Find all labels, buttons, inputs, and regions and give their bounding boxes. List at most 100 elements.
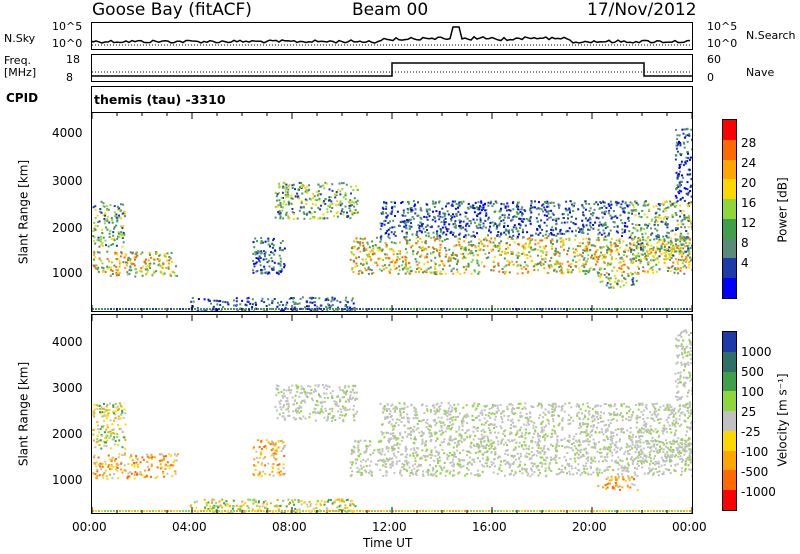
echo-cell [252,252,255,255]
echo-cell [562,213,565,216]
echo-cell [677,267,680,270]
echo-cell [508,243,511,246]
echo-cell [646,204,649,207]
echo-cell [283,263,286,265]
echo-cell [365,248,368,251]
echo-cell [483,265,486,268]
echo-cell [351,502,354,505]
echo-cell [654,220,657,223]
echo-cell [671,214,674,217]
echo-cell [301,296,304,299]
ground-strip-cell [170,308,172,310]
echo-cell [508,232,511,235]
echo-cell [98,444,101,446]
echo-cell [256,252,259,255]
echo-cell [383,223,386,226]
echo-cell [660,447,663,450]
echo-cell [447,443,449,446]
echo-cell [542,263,545,266]
echo-cell [545,230,548,233]
echo-cell [551,238,554,241]
echo-cell [497,246,500,249]
echo-cell [97,404,100,407]
echo-cell [684,447,687,450]
echo-cell [672,261,675,264]
echo-cell [579,473,582,476]
echo-cell [380,269,383,272]
echo-cell [653,256,655,259]
echo-cell [268,473,271,476]
echo-cell [427,235,430,238]
ground-strip-cell [563,308,565,310]
echo-cell [565,209,568,212]
echo-cell [279,242,282,244]
echo-cell [117,464,120,466]
echo-cell [314,419,317,422]
echo-cell [628,211,631,214]
echo-cell [115,406,118,409]
echo-cell [538,225,540,227]
echo-cell [534,243,537,246]
echo-cell [639,243,642,246]
echo-cell [314,203,317,206]
echo-cell [633,237,636,240]
echo-cell [331,390,334,393]
echo-cell [381,265,384,268]
echo-cell [506,449,509,451]
echo-cell [399,469,402,472]
echo-cell [271,302,274,305]
echo-cell [539,250,542,253]
echo-cell [516,204,519,207]
echo-cell [112,465,115,468]
echo-cell [574,234,577,237]
echo-cell [584,217,587,220]
echo-cell [280,450,283,452]
echo-cell [338,386,341,389]
echo-cell [252,259,255,262]
echo-cell [311,301,314,304]
echo-cell [686,188,689,191]
echo-cell [599,280,602,283]
echo-cell [255,307,258,310]
echo-cell [92,439,95,442]
echo-cell [251,298,254,301]
echo-cell [629,258,632,261]
echo-cell [330,499,332,502]
echo-cell [280,504,283,507]
echo-cell [677,186,680,188]
echo-cell [104,469,107,472]
echo-cell [497,264,500,267]
echo-cell [263,268,266,271]
echo-cell [507,246,510,249]
echo-cell [421,442,424,445]
echo-cell [679,249,682,252]
echo-cell [654,212,657,215]
echo-cell [323,503,326,506]
echo-cell [365,262,368,265]
echo-cell [403,225,406,228]
echo-cell [387,447,390,450]
echo-cell [616,216,619,219]
echo-cell [643,202,646,205]
echo-cell [371,245,374,247]
echo-cell [434,202,437,205]
echo-cell [638,255,641,258]
echo-cell [643,270,646,273]
echo-cell [546,218,549,221]
echo-cell [638,259,641,262]
echo-cell [430,259,433,262]
echo-cell [641,248,644,251]
echo-cell [558,457,561,460]
ground-strip-cell [632,308,634,310]
echo-cell [341,405,344,408]
echo-cell [132,263,135,265]
echo-cell [588,440,591,443]
echo-cell [541,228,544,231]
echo-cell [584,447,587,450]
echo-cell [212,305,215,308]
echo-cell [281,309,284,311]
echo-cell [640,228,642,231]
echo-cell [462,465,465,468]
echo-cell [385,267,388,269]
echo-cell [166,472,169,475]
